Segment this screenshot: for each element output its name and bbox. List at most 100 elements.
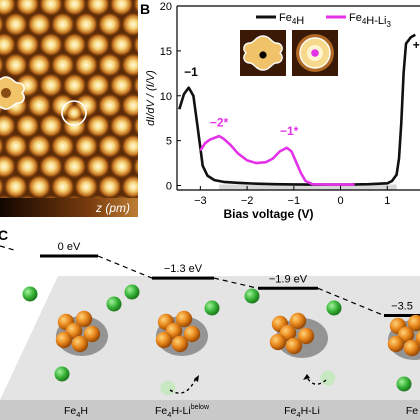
- stm-molecule-spot: [26, 93, 52, 118]
- series-line-fe4h-li3: [199, 134, 355, 186]
- fe4h-molecule-outline: [0, 76, 25, 110]
- stm-molecule-spot: [62, 153, 87, 179]
- y-tick-label: 15: [160, 46, 172, 58]
- stm-molecule-spot: [73, 133, 99, 159]
- stm-molecule-spot: [26, 52, 52, 78]
- stm-molecule-spot: [38, 153, 64, 179]
- y-tick-label: 5: [166, 136, 172, 148]
- legend: Fe4H Fe4H-Li3: [256, 12, 391, 29]
- gap-shade: [219, 184, 397, 190]
- stm-molecule-spot: [85, 113, 111, 139]
- arrow-head: [303, 374, 310, 380]
- chart-axes: 0 5 10 15 20 −3 −2 −1 0 1 Bias voltage (V) dI/dV / …: [145, 1, 420, 221]
- stm-molecule-spot: [38, 32, 64, 58]
- x-tick-label: −1: [288, 195, 301, 207]
- stm-molecule-spot: [0, 32, 17, 58]
- li-atom: [204, 300, 220, 316]
- stm-molecule-spot: [3, 133, 29, 159]
- stm-molecule-spot: [15, 32, 40, 58]
- fe-atom: [183, 325, 201, 343]
- x-tick-label: −2: [241, 195, 254, 207]
- peak-annotation: −2*: [210, 115, 229, 129]
- panel-letter-c: C: [0, 228, 8, 243]
- fe-atom: [171, 335, 189, 353]
- fe-atom: [297, 327, 315, 345]
- x-tick-label: −3: [194, 195, 207, 207]
- panel-letter-b: B: [140, 1, 150, 17]
- legend-label-fe4h: Fe4H: [279, 12, 304, 27]
- colorbar-label: z (pm): [95, 201, 130, 215]
- stm-molecule-spot: [0, 176, 5, 197]
- stm-molecule-spot: [85, 72, 111, 98]
- peak-annotation: +: [413, 38, 420, 52]
- didv-chart: B 0 5 10 15 20 −3 −2 −1 0 1 Bias voltage (V) dI/dV …: [138, 0, 420, 232]
- li-move-arrow: [305, 375, 327, 385]
- li-atom: [124, 284, 140, 300]
- stm-molecule-spot: [3, 52, 29, 78]
- stm-molecule-spot: [109, 72, 134, 98]
- stm-molecule-spot: [26, 133, 52, 159]
- li-atom: [106, 296, 122, 312]
- y-tick-label: 10: [160, 91, 172, 103]
- energy-connector: [97, 255, 153, 279]
- label-fe4h: Fe4H: [64, 405, 88, 419]
- energy-diagram: C 0 eV −1.3 eV −1.9 eV −3.5 Fe4H Fe4H-Libelo…: [0, 228, 420, 420]
- fe-atom: [155, 331, 173, 349]
- stm-molecule-spot: [38, 113, 64, 139]
- li-atom-faded: [320, 370, 336, 386]
- substrate-surface: [0, 276, 420, 400]
- stm-molecule-spot: [38, 0, 64, 17]
- fe-atom: [75, 310, 93, 328]
- fe-atom: [269, 333, 287, 351]
- fe-atom: [285, 337, 303, 355]
- stm-molecule-spot: [0, 136, 5, 156]
- stm-molecule-spot: [97, 11, 123, 37]
- stm-molecule-spot: [62, 72, 87, 98]
- label-fe4h-li-below: Fe4H-Libelow: [155, 404, 210, 419]
- li-atom: [244, 288, 260, 304]
- peak-annotation: −1: [184, 65, 198, 79]
- y-tick-label: 0: [166, 181, 172, 193]
- stm-molecule-spot: [0, 14, 5, 35]
- peak-annotation: −1*: [280, 124, 299, 138]
- stm-molecule-spot: [15, 113, 40, 139]
- stm-molecule-spot: [50, 174, 76, 200]
- label-final: Fe: [406, 405, 418, 417]
- li-move-arrow: [169, 377, 197, 394]
- fe-atom: [71, 335, 89, 353]
- x-tick-label: 0: [337, 195, 343, 207]
- y-tick-label: 20: [160, 1, 172, 13]
- label-fe4h-li: Fe4H-Li: [284, 405, 320, 419]
- stm-molecule-spot: [97, 174, 123, 200]
- inset-fe4h: [240, 30, 286, 76]
- stm-molecule-spot: [0, 113, 17, 139]
- stm-molecule-spot: [97, 52, 123, 78]
- energy-connector: [213, 277, 259, 289]
- li-atom: [54, 366, 70, 382]
- stm-molecule-spot: [73, 52, 99, 78]
- stm-molecule-spot: [85, 0, 111, 17]
- fe-atom: [289, 312, 307, 330]
- energy-level-label: −1.9 eV: [269, 273, 308, 285]
- stm-molecule-spot: [109, 113, 134, 139]
- stm-molecule-spot: [109, 0, 134, 17]
- fe4h-li3-molecule-outline: [61, 100, 87, 126]
- y-axis-label: dI/dV / (I/V): [145, 70, 157, 126]
- stm-molecule-spot: [0, 55, 5, 75]
- li-atom-faded: [160, 380, 176, 396]
- stm-molecule-spot: [50, 52, 76, 78]
- stm-molecule-spot: [109, 153, 134, 179]
- stm-molecule-spot: [73, 174, 99, 200]
- fe-atom: [407, 314, 420, 332]
- stm-molecule-spot: [97, 93, 123, 118]
- fe-atom: [387, 335, 405, 353]
- stm-molecule-spot: [62, 32, 87, 58]
- stm-molecule-spot: [50, 11, 76, 37]
- stm-molecule-spot: [26, 11, 52, 37]
- stm-molecule-spot: [38, 72, 64, 98]
- energy-level-label: −3.5: [391, 301, 413, 313]
- arrow-head: [194, 375, 199, 382]
- stm-molecule-spot: [97, 133, 123, 159]
- stm-molecule-spot: [3, 174, 29, 200]
- fe-atom: [175, 310, 193, 328]
